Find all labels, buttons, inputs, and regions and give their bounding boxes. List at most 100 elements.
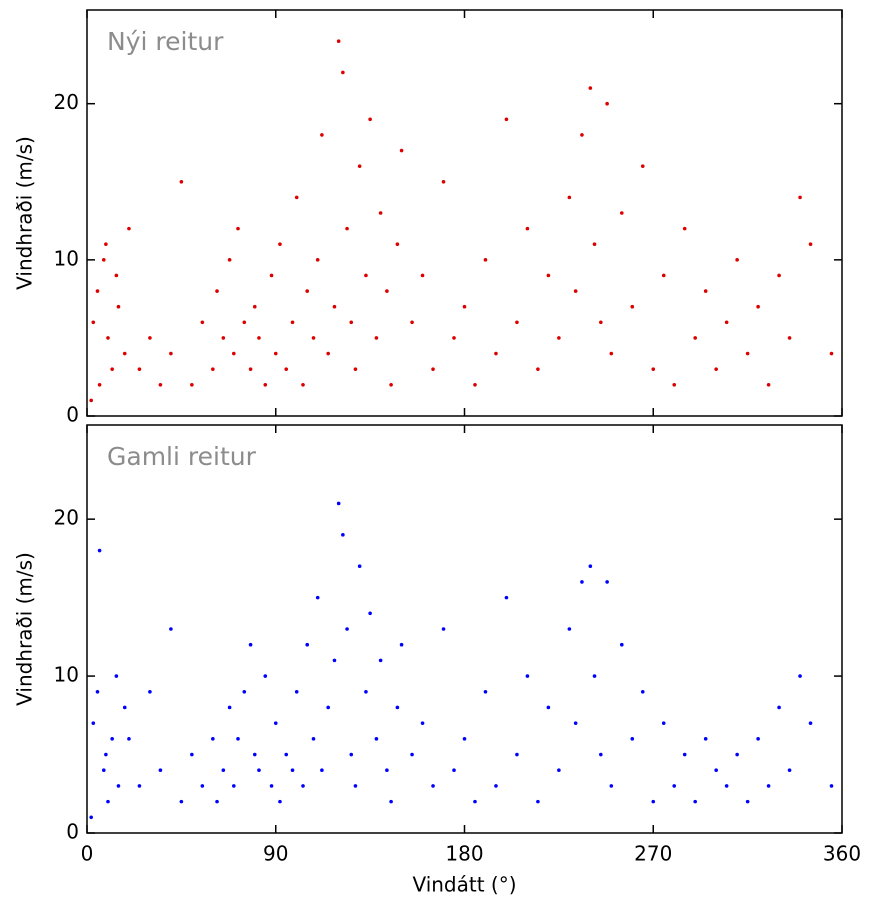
point [215, 289, 219, 293]
point [378, 211, 383, 215]
point [420, 721, 425, 725]
point [269, 784, 274, 788]
y-tick-label: 20 [54, 506, 79, 530]
point [114, 674, 119, 678]
point [101, 258, 106, 262]
point [651, 799, 656, 804]
point [557, 768, 561, 773]
point [315, 595, 320, 600]
point [829, 351, 834, 356]
point [269, 273, 274, 278]
point [573, 289, 578, 293]
point [345, 226, 349, 231]
point [766, 784, 771, 788]
plot-frame [86, 9, 843, 417]
point [320, 133, 324, 137]
point [557, 336, 561, 340]
point [588, 564, 593, 569]
point [137, 367, 142, 371]
point [336, 501, 341, 506]
point [536, 367, 540, 371]
point [483, 689, 488, 694]
point [374, 737, 379, 741]
x-axis-label: Vindátt (°) [412, 873, 516, 897]
point [273, 721, 278, 725]
point [473, 382, 477, 387]
point [787, 336, 792, 340]
point [525, 226, 530, 231]
point [546, 705, 551, 710]
point [345, 627, 349, 631]
point [735, 752, 739, 757]
point [127, 737, 131, 741]
point [91, 721, 96, 725]
point [452, 336, 456, 340]
point [278, 799, 282, 804]
point [179, 799, 184, 804]
point [567, 195, 572, 200]
point [546, 273, 551, 278]
point [341, 70, 345, 75]
point [672, 382, 677, 387]
point [242, 320, 247, 325]
point [263, 674, 268, 678]
y-tick-label: 10 [54, 246, 79, 270]
point [200, 784, 205, 788]
point [399, 148, 404, 153]
point [353, 367, 358, 371]
point [808, 721, 813, 725]
point [101, 768, 106, 773]
point [242, 689, 247, 694]
point [301, 382, 305, 387]
point [777, 273, 781, 278]
point [640, 689, 645, 694]
point [441, 179, 446, 184]
point [567, 627, 572, 631]
point [305, 289, 310, 293]
point [305, 642, 310, 647]
point [787, 768, 792, 773]
point [766, 382, 771, 387]
point [97, 548, 102, 553]
point [703, 289, 708, 293]
point [148, 689, 152, 694]
point [389, 799, 393, 804]
point [580, 133, 584, 137]
point [385, 289, 389, 293]
point [294, 689, 299, 694]
point [227, 705, 232, 710]
point [368, 611, 372, 616]
point [703, 737, 708, 741]
point [326, 705, 330, 710]
point [473, 799, 477, 804]
point [745, 351, 750, 356]
point [169, 351, 173, 356]
point [452, 768, 456, 773]
y-axis-label: Vindhraði (m/s) [13, 136, 37, 290]
point [110, 367, 114, 371]
point [104, 752, 108, 757]
point [605, 101, 609, 106]
point [284, 752, 289, 757]
point [91, 320, 96, 325]
point [756, 737, 760, 741]
point [651, 367, 656, 371]
point [777, 705, 781, 710]
point [661, 721, 666, 725]
point [232, 784, 236, 788]
point [462, 304, 467, 309]
point [127, 226, 131, 231]
point [116, 304, 121, 309]
plot-frame [86, 424, 843, 834]
point [599, 752, 603, 757]
point [106, 336, 110, 340]
point [592, 674, 597, 678]
x-tick-label: 90 [263, 842, 288, 866]
point [592, 242, 597, 247]
point [122, 351, 127, 356]
point [515, 320, 519, 325]
point [714, 768, 718, 773]
point [364, 273, 368, 278]
point [808, 242, 813, 247]
point [263, 382, 268, 387]
